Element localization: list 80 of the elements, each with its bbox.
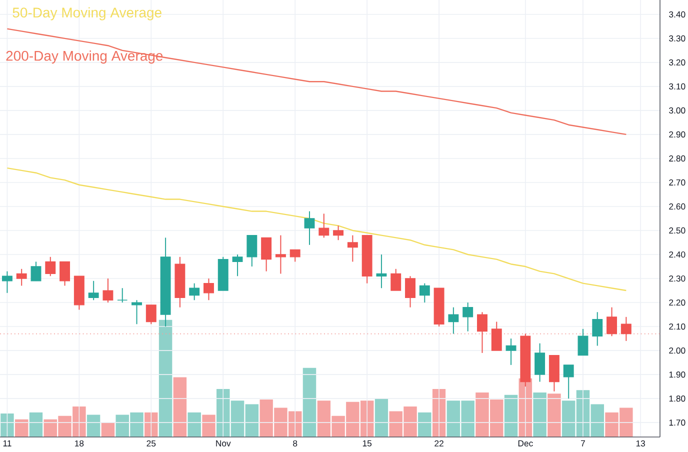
- candlestick: [390, 268, 402, 292]
- x-tick-label: 11: [3, 440, 12, 446]
- candlestick: [304, 210, 315, 246]
- x-tick-label: 7: [581, 440, 585, 446]
- candlestick: [477, 312, 488, 354]
- candlestick: [102, 278, 114, 304]
- y-tick-label: 2.10: [669, 323, 686, 330]
- y-tick-label: 2.00: [669, 347, 686, 354]
- candlestick: [246, 234, 258, 268]
- y-tick-label: 3.10: [669, 83, 686, 90]
- y-tick-label: 2.80: [669, 155, 686, 162]
- bar: [374, 398, 388, 437]
- x-tick-label: Dec: [518, 440, 533, 446]
- y-tick-label: 1.90: [669, 372, 686, 378]
- candlestick: [290, 249, 300, 262]
- bar: [158, 320, 172, 437]
- y-tick-label: 3.30: [669, 35, 686, 42]
- line-series: [6, 28, 627, 136]
- candlestick: [232, 254, 243, 277]
- bar: [86, 414, 100, 437]
- candlestick: [620, 316, 632, 342]
- candlestick: [261, 237, 272, 272]
- candlestick: [146, 304, 156, 325]
- y-tick-label: 2.50: [669, 227, 686, 234]
- y-tick-label: 2.70: [669, 179, 686, 186]
- candlestick: [534, 342, 546, 382]
- bar: [173, 377, 187, 437]
- y-tick-label: 3.40: [669, 11, 686, 18]
- bar: [418, 412, 432, 437]
- x-tick-label: 22: [434, 440, 444, 446]
- y-tick-label: 1.80: [669, 396, 686, 402]
- x-tick-label: Nov: [216, 440, 231, 446]
- x-tick-label: 8: [293, 440, 298, 446]
- candlestick: [563, 364, 574, 400]
- candlestick: [448, 306, 459, 334]
- y-tick-label: 2.60: [669, 203, 686, 210]
- bar: [504, 394, 518, 437]
- candlestick: [347, 234, 358, 262]
- bar: [29, 412, 43, 437]
- y-tick-label: 3.00: [669, 107, 686, 114]
- text: 50-Day Moving Average: [12, 7, 162, 20]
- candlestick: [60, 261, 70, 286]
- candlestick: [117, 288, 128, 304]
- candlestick: [275, 234, 286, 274]
- candlestick: [333, 225, 344, 241]
- candlestick: [16, 268, 27, 286]
- candlestick: [376, 254, 387, 289]
- candlestick: [189, 282, 200, 301]
- candlestick: [88, 280, 99, 301]
- candlestick: [45, 256, 56, 277]
- candlestick: [132, 300, 142, 325]
- y-tick-label: 2.40: [669, 251, 686, 258]
- candlestick: [491, 321, 502, 352]
- bar: [548, 394, 561, 437]
- x-tick-label: 15: [362, 440, 372, 446]
- candlestick: [2, 270, 12, 294]
- y-tick-label: 1.70: [669, 420, 686, 426]
- candlestick: [318, 213, 330, 238]
- candlestick: [30, 261, 42, 282]
- bar: [533, 392, 546, 437]
- x-tick-label: 25: [146, 440, 156, 446]
- bar: [101, 422, 115, 437]
- bar: [188, 412, 201, 437]
- bar: [302, 368, 316, 437]
- y-tick-label: 2.90: [669, 131, 686, 138]
- y-tick-label: 2.30: [669, 275, 686, 282]
- y-tick-label: 3.20: [669, 59, 686, 66]
- y-tick-label: 2.20: [669, 299, 686, 306]
- x-tick-label: 13: [636, 440, 645, 446]
- candlestick: [578, 328, 588, 356]
- candlestick: [592, 312, 603, 346]
- candlestick: [462, 302, 474, 332]
- bar: [0, 414, 14, 437]
- candlestick: [506, 338, 516, 366]
- line-series: [6, 167, 627, 292]
- candlestick: [405, 276, 416, 308]
- candlestick: [606, 306, 618, 337]
- candlestick: [419, 282, 430, 304]
- candlestick: [204, 278, 214, 301]
- x-tick-label: 18: [75, 440, 84, 446]
